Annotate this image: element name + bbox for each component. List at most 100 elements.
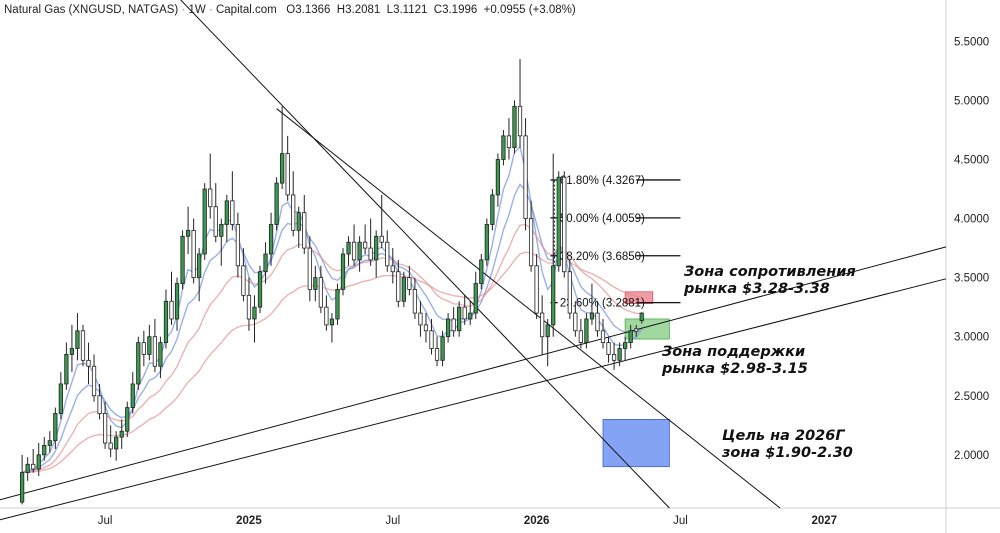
- candle: [75, 313, 80, 361]
- y-tick-label: 5.5000: [954, 36, 989, 48]
- trendline-4: [276, 108, 781, 509]
- candle-body-down: [241, 265, 246, 296]
- candle-body-up: [25, 463, 30, 473]
- candle: [379, 194, 384, 249]
- candle: [401, 271, 406, 308]
- candle-body-down: [562, 176, 567, 273]
- candle: [47, 431, 52, 453]
- candle: [125, 401, 130, 438]
- candle-body-up: [36, 454, 41, 470]
- candle: [600, 318, 606, 349]
- candle-body-up: [495, 159, 501, 196]
- candle: [58, 372, 63, 420]
- fib-level-label: 23.60% (3.2881): [560, 298, 645, 310]
- candle: [407, 265, 412, 296]
- candle-body-down: [108, 442, 113, 450]
- candle: [230, 171, 235, 231]
- candle-body-up: [158, 342, 163, 367]
- candle: [197, 248, 202, 302]
- candle: [363, 224, 368, 254]
- candle: [257, 265, 263, 314]
- candle: [324, 295, 329, 331]
- support-annotation-line2: рынка $2.98-3.15: [662, 361, 808, 377]
- candle-body-up: [374, 235, 379, 261]
- candle: [241, 248, 246, 302]
- candle-body-down: [396, 271, 401, 302]
- candle: [578, 318, 583, 349]
- candle: [97, 383, 102, 420]
- candle-body-up: [252, 306, 257, 320]
- candle-body-up: [545, 324, 550, 338]
- candle: [102, 401, 108, 449]
- candle-body-up: [329, 318, 335, 326]
- target-annotation: Цель на 2026Г зона $1.90-2.30: [722, 428, 853, 462]
- candle-body-up: [42, 444, 47, 456]
- fib-level-label: 50.00% (4.0059): [560, 213, 645, 225]
- candle-body-down: [152, 336, 158, 367]
- candle: [291, 171, 296, 237]
- candle-body-down: [611, 354, 617, 361]
- candle-body-down: [462, 306, 467, 320]
- candle: [130, 372, 135, 414]
- candle-body-up: [280, 153, 285, 184]
- moving-averages: [21, 145, 643, 474]
- candle: [523, 118, 528, 231]
- candle-body-up: [163, 300, 169, 344]
- candle-body-down: [578, 330, 583, 344]
- candle: [91, 354, 97, 402]
- target-zone: [602, 418, 670, 468]
- candle-body-up: [556, 176, 561, 267]
- high-value: H3.2081: [336, 4, 381, 16]
- candle-body-down: [141, 342, 146, 355]
- support-annotation: Зона поддержки рынка $2.98-3.15: [662, 344, 808, 378]
- candle: [495, 153, 501, 207]
- candle-body-up: [484, 224, 489, 261]
- candle: [528, 200, 534, 272]
- fib-level-label: 61.80% (4.3267): [560, 175, 645, 187]
- candle-body-down: [412, 289, 418, 314]
- candle: [484, 218, 489, 266]
- candle: [506, 118, 512, 160]
- candle-body-down: [368, 247, 373, 261]
- candle-body-up: [47, 440, 52, 446]
- candle-body-up: [224, 200, 229, 225]
- candle: [335, 283, 340, 325]
- fibonacci-levels: 61.80% (4.3267) 50.00% (4.0059) 38.20% (3.…: [550, 175, 681, 310]
- interval[interactable]: 1W: [188, 4, 206, 16]
- candle: [534, 254, 539, 319]
- candle: [412, 277, 418, 319]
- candle: [141, 330, 146, 367]
- candle: [80, 324, 86, 367]
- candle: [224, 194, 229, 243]
- y-tick-label: 3.5000: [954, 273, 989, 285]
- candle-body-down: [31, 463, 36, 470]
- candle-body-up: [69, 348, 75, 355]
- candle-body-down: [318, 277, 323, 308]
- candle-body-up: [180, 235, 185, 284]
- change-value: +0.0955 (+3.08%): [483, 4, 576, 16]
- candle-body-down: [102, 413, 108, 444]
- candle: [340, 248, 346, 296]
- candle-body-down: [573, 312, 578, 332]
- candle: [313, 265, 318, 302]
- candle-body-up: [257, 271, 263, 308]
- x-tick-label: Jul: [385, 515, 400, 527]
- candle-body-down: [451, 318, 456, 332]
- candle: [540, 295, 545, 355]
- candle-body-down: [390, 265, 395, 273]
- candle-body-down: [230, 200, 235, 225]
- candle: [584, 313, 589, 349]
- candle: [573, 301, 578, 337]
- candle: [457, 301, 462, 337]
- resistance-annotation-line2: рынка $3.28-3.38: [684, 281, 830, 297]
- candle-body-up: [551, 265, 556, 326]
- candle-body-up: [457, 306, 462, 332]
- candle-body-down: [606, 342, 611, 355]
- trendline-3: [180, 0, 670, 509]
- candle: [556, 171, 561, 272]
- candle-body-up: [313, 277, 318, 290]
- candle-body-down: [213, 206, 218, 237]
- candle-body-down: [523, 135, 528, 219]
- candle-body-up: [202, 188, 207, 255]
